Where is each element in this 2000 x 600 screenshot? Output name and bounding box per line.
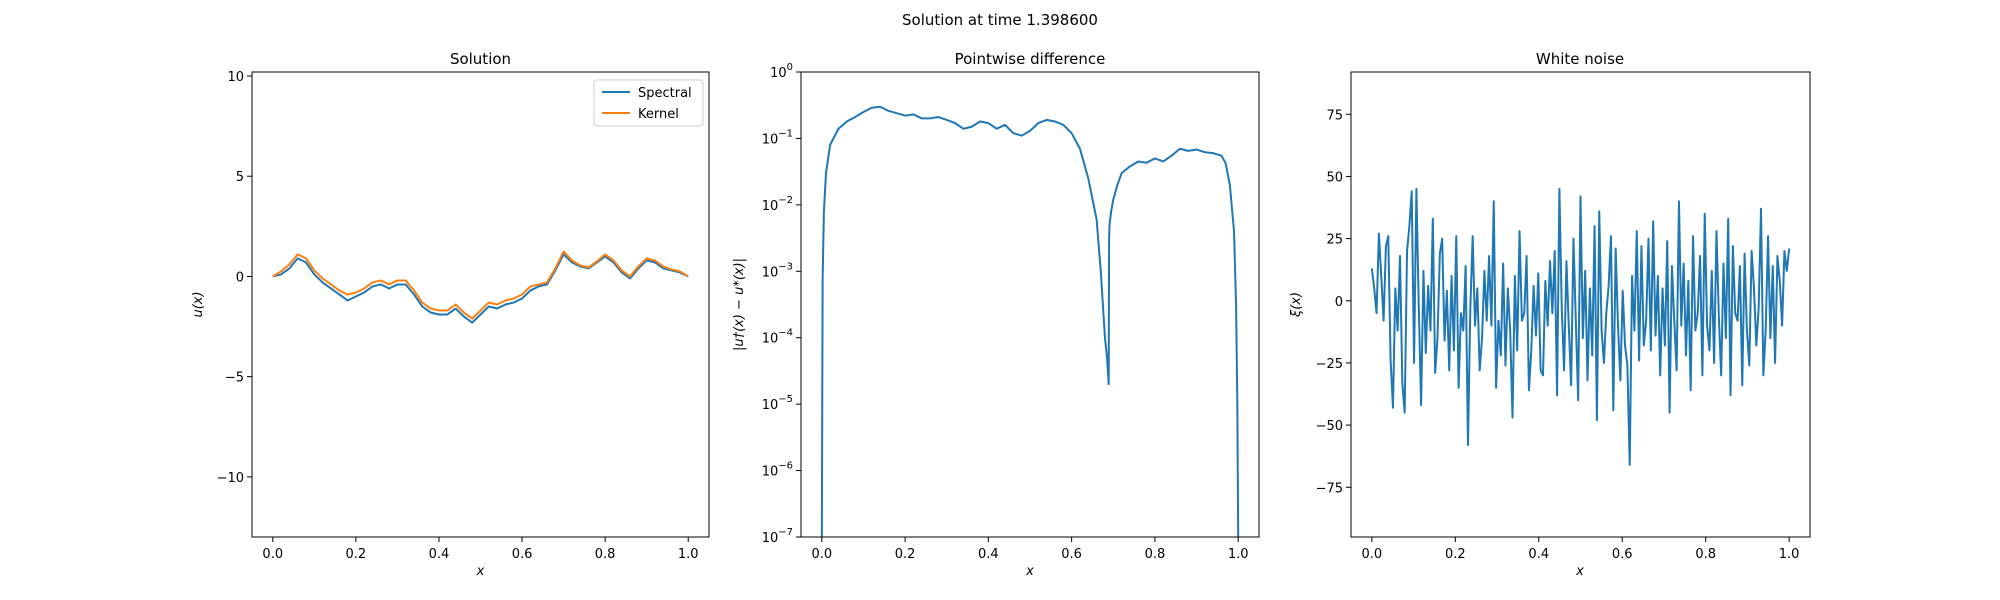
x-tick-label: 0.6 — [1061, 547, 1082, 562]
y-axis-label-white-noise: ξ(x) — [1289, 292, 1304, 318]
x-tick-label: 0.4 — [429, 547, 450, 562]
x-tick-label: 1.0 — [1779, 547, 1800, 562]
y-tick-label: 75 — [1326, 108, 1343, 123]
y-tick-label: −75 — [1316, 481, 1343, 496]
x-tick-label: 0.2 — [346, 547, 367, 562]
legend-label-spectral: Spectral — [638, 86, 692, 101]
plot-area-pointwise-difference — [820, 105, 1240, 537]
x-tick-label: 0.8 — [1145, 547, 1166, 562]
x-axis-label-white-noise: x — [1575, 564, 1584, 579]
legend-label-kernel: Kernel — [638, 107, 679, 122]
axes-frame-pointwise-difference — [800, 71, 1260, 538]
x-tick-label: 0.4 — [978, 547, 999, 562]
x-tick-label: 0.6 — [512, 547, 533, 562]
x-tick-label: 0.0 — [262, 547, 283, 562]
ticks-white-noise: 0.0 0.2 0.4 0.6 0.8 1.0 75 50 25 0 −25 −50 −75 — [1316, 108, 1800, 562]
x-tick-label: 1.0 — [1228, 547, 1249, 562]
series-line-solution-spectral — [272, 253, 689, 324]
axes-frame-white-noise — [1350, 71, 1811, 538]
panel-title-solution: Solution — [450, 50, 511, 68]
series-line-solution-kernel — [272, 250, 689, 320]
x-axis-label-pointwise-difference: x — [1025, 564, 1034, 579]
figure-suptitle: Solution at time 1.398600 — [902, 11, 1098, 29]
plot-area-solution — [272, 250, 689, 324]
x-tick-label: 0.8 — [595, 547, 616, 562]
y-tick-label: 25 — [1326, 233, 1343, 248]
plot-area-white-noise — [1370, 187, 1791, 466]
y-tick-label: 0 — [1335, 295, 1343, 310]
series-line-pointwise-difference — [820, 105, 1240, 537]
y-tick-label: −25 — [1316, 357, 1343, 372]
x-tick-label: 0.4 — [1528, 547, 1549, 562]
series-line-white-noise — [1370, 187, 1791, 466]
y-tick-label: 10 — [227, 70, 244, 85]
panel-pointwise-difference: Pointwise difference 0.0 0.2 0.4 0.6 0.8 1.01… — [732, 50, 1260, 579]
y-tick-label: 0 — [236, 270, 244, 285]
x-tick-label: 0.8 — [1695, 547, 1716, 562]
ticks-pointwise-difference: 0.0 0.2 0.4 0.6 0.8 1.010010−110−210−310−410−… — [762, 62, 1249, 562]
y-tick-label: 5 — [236, 170, 244, 185]
panel-white-noise: White noise 0.0 0.2 0.4 0.6 0.8 1.0 75 50 25 0 −25… — [1289, 50, 1811, 579]
x-tick-label: 0.2 — [895, 547, 916, 562]
x-axis-label-solution: x — [476, 564, 485, 579]
y-tick-label: −5 — [225, 371, 244, 386]
y-tick-label: 50 — [1326, 170, 1343, 185]
x-tick-label: 1.0 — [678, 547, 699, 562]
y-tick-label: −10 — [217, 471, 244, 486]
axes-frame-solution — [251, 71, 710, 538]
x-tick-label: 0.2 — [1445, 547, 1466, 562]
x-tick-label: 0.6 — [1612, 547, 1633, 562]
panel-solution: Solution 0.0 0.2 0.4 0.6 0.8 1.0 10 5 0 −5 −10 x u… — [191, 50, 710, 579]
y-axis-label-pointwise-difference: |u†(x) − u*(x)| — [732, 258, 747, 351]
legend-solution: Spectral Kernel — [593, 79, 704, 127]
y-tick-label: −50 — [1316, 419, 1343, 434]
panel-title-pointwise-difference: Pointwise difference — [955, 50, 1106, 68]
x-tick-label: 0.0 — [811, 547, 832, 562]
panel-title-white-noise: White noise — [1536, 50, 1624, 68]
x-tick-label: 0.0 — [1362, 547, 1383, 562]
ticks-solution: 0.0 0.2 0.4 0.6 0.8 1.0 10 5 0 −5 −10 — [217, 70, 699, 562]
y-axis-label-solution: u(x) — [191, 291, 206, 317]
